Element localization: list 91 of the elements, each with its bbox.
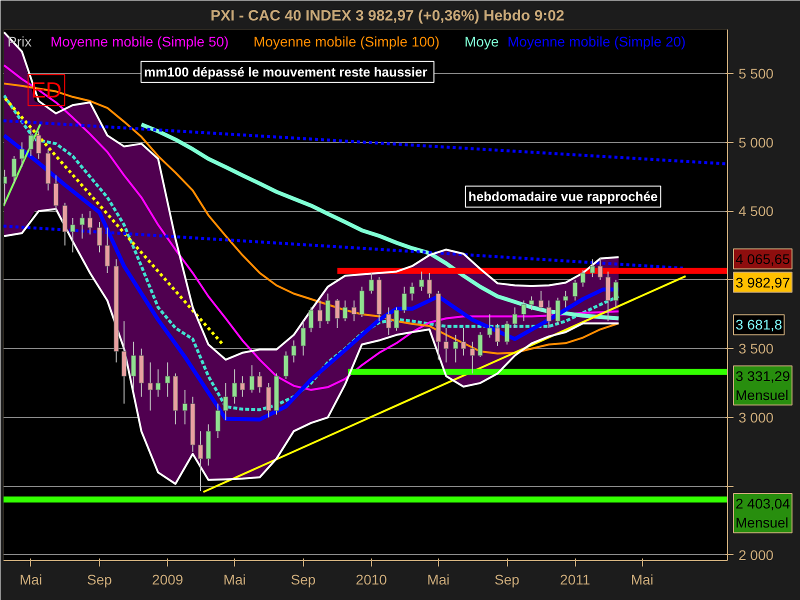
candlestick — [487, 314, 492, 338]
candlestick — [359, 286, 364, 318]
text: Moyenne mobile (Simple 100) — [254, 34, 440, 50]
candlestick — [53, 174, 58, 212]
candlestick — [4, 169, 8, 205]
candlestick — [156, 368, 161, 398]
candlestick — [529, 296, 534, 311]
y-tick-label: 3 500 — [738, 340, 774, 357]
line-series — [4, 208, 620, 485]
candlestick — [590, 258, 595, 278]
text: Moyenne mobile (Simple 20) — [508, 34, 686, 50]
x-tick-label: Mai — [223, 572, 246, 588]
candlestick — [131, 341, 136, 390]
text: 3 681,8 — [736, 316, 782, 333]
candlestick — [88, 210, 93, 235]
candlestick — [182, 389, 188, 425]
candlestick — [223, 382, 228, 421]
candlestick — [546, 300, 552, 329]
candlestick — [232, 368, 238, 404]
candlestick — [148, 362, 153, 412]
candlestick — [580, 270, 586, 288]
candlestick — [478, 332, 483, 358]
candlestick — [453, 334, 458, 363]
candlestick — [495, 323, 500, 346]
y-tick-label: 3 000 — [738, 409, 774, 426]
candlestick — [572, 279, 578, 302]
candlestick — [36, 130, 42, 160]
candlestick — [240, 376, 245, 398]
annotation: 2 403,04 Mensuel — [736, 496, 790, 531]
x-tick-label: Sep — [494, 572, 520, 588]
candlestick — [386, 306, 392, 336]
candlestick — [266, 382, 272, 418]
candlestick — [249, 364, 254, 394]
text: Moye — [464, 34, 499, 50]
candlestick — [291, 340, 296, 363]
candlestick — [318, 300, 322, 329]
y-tick-label: 4 500 — [738, 203, 774, 220]
candlestick — [215, 403, 220, 439]
candlestick — [563, 290, 568, 308]
candlestick — [283, 350, 288, 380]
x-tick-label: Mai — [427, 572, 450, 588]
candlestick — [470, 341, 475, 374]
candlestick — [410, 282, 415, 302]
chart-title: PXI - CAC 40 INDEX 3 982,97 (+0,36%) Hebdo 9:02 — [210, 8, 564, 24]
candlestick — [325, 293, 330, 324]
candlestick — [538, 290, 544, 311]
candlestick — [257, 372, 262, 394]
candlestick — [521, 300, 526, 322]
x-tick-label: 2010 — [356, 572, 388, 588]
candlestick — [334, 298, 340, 329]
candlestick — [97, 222, 102, 253]
y-tick-label: 2 000 — [738, 546, 774, 563]
text: Moyenne mobile (Simple 50) — [50, 34, 229, 50]
candlestick — [606, 271, 611, 322]
x-tick-label: Mai — [20, 572, 42, 588]
annotation: hebdomadaire vue rapprochée — [468, 189, 658, 204]
candlestick — [444, 328, 449, 363]
text: 3 982,97 — [736, 274, 790, 290]
x-tick-label: Sep — [87, 572, 112, 588]
candlestick — [28, 128, 34, 157]
y-tick-label: 5 000 — [738, 134, 774, 150]
candlestick — [342, 300, 348, 322]
candlestick — [504, 320, 510, 346]
x-tick-label: 2011 — [560, 572, 590, 588]
candlestick — [19, 142, 24, 168]
candlestick — [555, 297, 560, 324]
y-tick-label: 5 500 — [738, 66, 774, 82]
x-tick-label: Sep — [290, 572, 316, 588]
candlestick — [165, 362, 170, 398]
candlestick — [394, 306, 399, 332]
annotation: mm100 dépassé le mouvement reste haussier — [144, 64, 428, 80]
candlestick — [598, 257, 603, 280]
candlestick — [300, 320, 306, 356]
annotation: 4 065,65 — [736, 250, 790, 267]
candlestick — [80, 213, 85, 240]
candlestick — [70, 217, 76, 253]
candlestick — [613, 279, 618, 308]
candlestick — [104, 227, 110, 274]
candlestick — [426, 272, 432, 298]
candlestick — [512, 306, 518, 329]
candlestick — [368, 272, 374, 294]
x-tick-label: 2009 — [152, 572, 184, 588]
x-tick-label: Mai — [630, 572, 654, 588]
candlestick — [12, 156, 17, 184]
candlestick — [198, 430, 204, 492]
candlestick — [402, 286, 407, 314]
candlestick — [308, 306, 314, 333]
candlestick — [352, 300, 357, 322]
candlestick — [460, 328, 466, 356]
annotation: 3 331,29 Mensuel — [736, 368, 790, 404]
candlestick — [419, 271, 424, 292]
